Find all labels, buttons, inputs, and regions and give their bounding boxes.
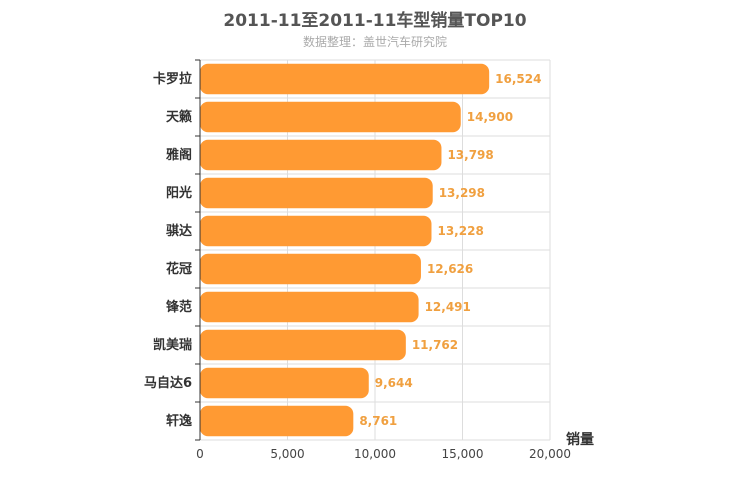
x-tick-label: 5,000 — [270, 447, 304, 461]
bar — [200, 177, 433, 209]
data-label: 13,228 — [437, 224, 483, 238]
data-label: 13,298 — [439, 186, 485, 200]
bar — [200, 367, 369, 399]
x-axis-title: 销量 — [566, 431, 594, 448]
bar — [200, 101, 461, 133]
data-label: 8,761 — [359, 414, 397, 428]
bar — [200, 329, 406, 361]
bar — [200, 139, 442, 171]
bar — [200, 215, 432, 247]
data-label: 14,900 — [467, 110, 513, 124]
data-label: 9,644 — [375, 376, 413, 390]
bar — [200, 63, 490, 95]
x-tick-label: 0 — [196, 447, 204, 461]
category-label: 阳光 — [166, 185, 192, 201]
bar — [200, 405, 354, 437]
category-label: 轩逸 — [166, 413, 192, 429]
data-label: 12,626 — [427, 262, 473, 276]
axes: 0 5,000 10,000 15,000 20,000 卡罗拉天籁雅阁阳光骐达花冠锋范凯… — [144, 59, 571, 461]
category-label: 锋范 — [166, 299, 192, 315]
x-tick-label: 15,000 — [442, 447, 484, 461]
category-label: 卡罗拉 — [153, 71, 192, 87]
data-label: 16,524 — [495, 72, 541, 86]
category-label: 天籁 — [166, 109, 192, 125]
data-label: 12,491 — [425, 300, 471, 314]
data-label: 13,798 — [447, 148, 493, 162]
chart-title: 2011-11至2011-11车型销量TOP10 — [223, 11, 527, 31]
chart-subtitle: 数据整理：盖世汽车研究院 — [302, 35, 447, 49]
category-label: 马自达6 — [144, 375, 192, 391]
category-label: 花冠 — [166, 261, 192, 277]
category-label: 雅阁 — [166, 147, 192, 163]
bars: 16,524 14,900 13,798 13,298 13,228 12,626 12,4… — [200, 63, 541, 437]
bar — [200, 291, 419, 323]
category-label: 凯美瑞 — [153, 337, 192, 353]
bar — [200, 253, 421, 285]
category-label: 骐达 — [166, 223, 192, 239]
data-label: 11,762 — [412, 338, 458, 352]
x-tick-label: 10,000 — [354, 447, 396, 461]
x-tick-label: 20,000 — [529, 447, 571, 461]
